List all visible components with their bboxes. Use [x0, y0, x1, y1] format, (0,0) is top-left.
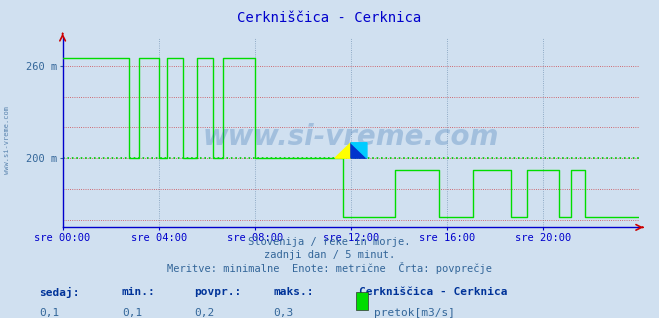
Text: 0,1: 0,1	[40, 308, 60, 318]
Polygon shape	[351, 143, 367, 158]
Polygon shape	[335, 143, 351, 158]
Text: www.si-vreme.com: www.si-vreme.com	[3, 106, 10, 174]
Text: Slovenija / reke in morje.: Slovenija / reke in morje.	[248, 237, 411, 247]
Text: 0,3: 0,3	[273, 308, 294, 318]
Text: pretok[m3/s]: pretok[m3/s]	[374, 308, 455, 318]
Text: sedaj:: sedaj:	[40, 287, 80, 298]
Text: Cerkniščica - Cerknica: Cerkniščica - Cerknica	[359, 287, 507, 297]
Text: Cerkniščica - Cerknica: Cerkniščica - Cerknica	[237, 11, 422, 25]
Text: zadnji dan / 5 minut.: zadnji dan / 5 minut.	[264, 250, 395, 259]
Text: maks.:: maks.:	[273, 287, 314, 297]
Text: 0,2: 0,2	[194, 308, 215, 318]
Text: Meritve: minimalne  Enote: metrične  Črta: povprečje: Meritve: minimalne Enote: metrične Črta:…	[167, 262, 492, 274]
Text: povpr.:: povpr.:	[194, 287, 242, 297]
Polygon shape	[351, 143, 367, 158]
Text: www.si-vreme.com: www.si-vreme.com	[203, 122, 499, 150]
Text: min.:: min.:	[122, 287, 156, 297]
Text: 0,1: 0,1	[122, 308, 142, 318]
